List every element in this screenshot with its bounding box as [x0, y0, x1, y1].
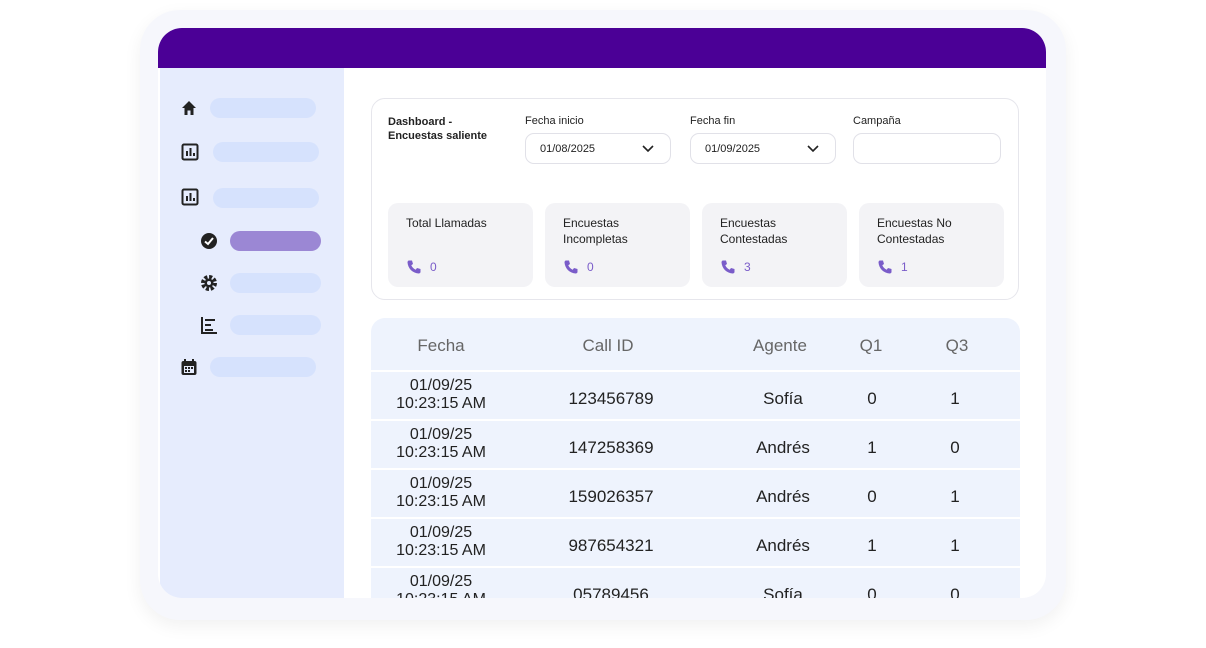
stat-value: 0	[587, 260, 594, 274]
time: 10:23:15 AM	[396, 591, 486, 598]
settings-icon[interactable]	[200, 274, 218, 292]
q3-cell: 1	[950, 487, 960, 506]
field-label: Fecha fin	[690, 115, 736, 127]
date-select[interactable]: 01/08/2025	[525, 133, 671, 164]
menu-item[interactable]	[213, 188, 319, 208]
filter-panel: Dashboard - Encuestas saliente Fecha ini…	[371, 98, 1019, 300]
check-icon[interactable]	[200, 232, 218, 250]
time: 10:23:15 AM	[396, 395, 486, 412]
q1-cell: 1	[867, 536, 877, 555]
stat-value: 1	[901, 260, 908, 274]
stat-card: Encuestas No Contestadas 1	[859, 203, 1004, 287]
time: 10:23:15 AM	[396, 493, 486, 510]
table-row[interactable]: 01/09/25 10:23:15 AM 147258369 Andrés 1 0	[371, 419, 1020, 468]
menu-item[interactable]	[213, 142, 319, 162]
chevron	[642, 145, 654, 153]
agent-cell: Sofía	[763, 585, 803, 598]
phone-icon	[721, 260, 735, 274]
campaign-input[interactable]	[853, 133, 1001, 164]
call-id-cell: 987654321	[568, 536, 654, 555]
table: Fecha Call ID Agente Q1 Q3 01/09/25 10:23:15 A…	[371, 318, 1020, 598]
top-bar	[158, 28, 1046, 68]
column-header: Fecha	[417, 336, 465, 355]
stat-label: Encuestas No Contestadas	[877, 216, 952, 246]
column-header: Q3	[945, 336, 969, 355]
q1-cell: 0	[867, 487, 877, 506]
stat-card: Total Llamadas 0	[388, 203, 533, 287]
call-id-cell: 05789456	[573, 585, 649, 598]
phone-icon	[564, 260, 578, 274]
stat-label: Encuestas Contestadas	[720, 216, 788, 246]
date: 01/09/25	[409, 573, 473, 590]
agent-cell: Andrés	[756, 438, 810, 457]
menu-item[interactable]	[210, 357, 316, 377]
screen: Dashboard - Encuestas saliente Fecha ini…	[158, 28, 1046, 598]
phone-icon	[407, 260, 421, 274]
q3-cell: 1	[950, 389, 960, 408]
q3-cell: 0	[950, 438, 960, 457]
panel-title: Dashboard - Encuestas saliente	[388, 116, 488, 142]
field-label: Campaña	[853, 115, 901, 127]
time: 10:23:15 AM	[396, 542, 486, 559]
stat-card: Encuestas Incompletas 0	[545, 203, 690, 287]
date-select[interactable]: 01/09/2025	[690, 133, 836, 164]
chevron	[807, 145, 819, 153]
agent-cell: Andrés	[756, 536, 810, 555]
column-header: Q1	[859, 336, 883, 355]
calendar-icon[interactable]	[180, 358, 198, 376]
agent-cell: Andrés	[756, 487, 810, 506]
date: 01/09/25	[409, 377, 473, 394]
date: 01/09/25	[409, 524, 473, 541]
phone-icon	[878, 260, 892, 274]
column-header: Agente	[753, 336, 807, 355]
call-id-cell: 159026357	[568, 487, 654, 506]
stat-value: 3	[744, 260, 751, 274]
call-id-cell: 123456789	[568, 389, 654, 408]
field-value: 01/09/2025	[705, 143, 761, 155]
menu-item[interactable]	[230, 273, 321, 293]
date: 01/09/25	[409, 426, 473, 443]
stat-label: Encuestas Incompletas	[563, 216, 628, 246]
chart-icon[interactable]	[181, 143, 199, 161]
menu-item[interactable]	[210, 98, 316, 118]
q3-cell: 1	[950, 536, 960, 555]
stat-card: Encuestas Contestadas 3	[702, 203, 847, 287]
q1-cell: 0	[867, 585, 877, 598]
time: 10:23:15 AM	[396, 444, 486, 461]
sidebar	[160, 68, 344, 598]
call-id-cell: 147258369	[568, 438, 654, 457]
menu-item-active[interactable]	[230, 231, 321, 251]
table-row[interactable]: 01/09/25 10:23:15 AM 123456789 Sofía 0 1	[371, 370, 1020, 419]
menu-item[interactable]	[230, 315, 321, 335]
agent-cell: Sofía	[763, 389, 803, 408]
q1-cell: 0	[867, 389, 877, 408]
stat-label: Total Llamadas	[406, 216, 487, 230]
stat-value: 0	[430, 260, 437, 274]
chart-icon[interactable]	[181, 188, 199, 206]
home-icon[interactable]	[180, 99, 198, 117]
q3-cell: 0	[950, 585, 960, 598]
date: 01/09/25	[409, 475, 473, 492]
column-header: Call ID	[582, 336, 634, 355]
list-icon[interactable]	[200, 316, 218, 334]
field-label: Fecha inicio	[525, 115, 584, 127]
table-row[interactable]: 01/09/25 10:23:15 AM 159026357 Andrés 0 1	[371, 468, 1020, 517]
q1-cell: 1	[867, 438, 877, 457]
field-value: 01/08/2025	[540, 143, 596, 155]
table-row[interactable]: 01/09/25 10:23:15 AM 987654321 Andrés 1 1	[371, 517, 1020, 566]
